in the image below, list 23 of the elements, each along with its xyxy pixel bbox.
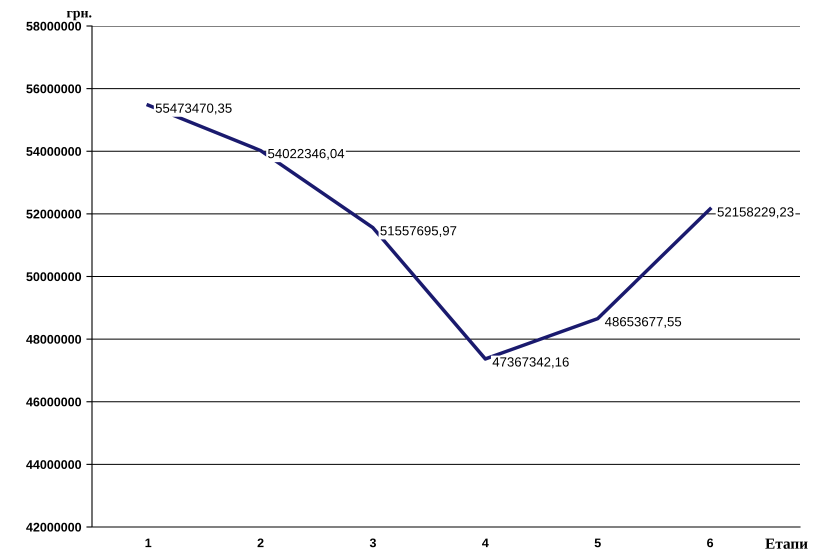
data-label: 48653677,55 <box>604 317 682 328</box>
x-tick-label: 6 <box>707 538 714 548</box>
data-label: 52158229,23 <box>718 207 794 218</box>
y-tick-label: 58000000 <box>26 22 82 31</box>
y-tick-label: 46000000 <box>26 398 82 406</box>
x-tick-label: 2 <box>258 538 264 548</box>
data-label: 55473470,35 <box>156 103 232 114</box>
x-axis-title: Етапи <box>765 538 808 549</box>
x-tick-label: 3 <box>370 538 376 548</box>
y-tick-label: 54000000 <box>26 147 82 156</box>
y-tick-label: 44000000 <box>26 460 82 470</box>
y-axis-title: грн. <box>66 10 92 20</box>
y-tick-label: 50000000 <box>26 272 82 282</box>
y-tick-label: 56000000 <box>26 84 82 94</box>
data-label: 47367342,16 <box>492 357 569 368</box>
y-tick-label: 42000000 <box>26 522 82 532</box>
data-label: 54022346,04 <box>268 148 344 160</box>
y-tick-label: 52000000 <box>26 210 82 219</box>
x-tick-label: 5 <box>594 538 601 548</box>
y-tick-label: 48000000 <box>26 334 82 344</box>
x-tick-label: 4 <box>482 538 489 548</box>
x-tick-label: 1 <box>146 538 152 548</box>
data-label: 51557695,97 <box>380 226 456 237</box>
